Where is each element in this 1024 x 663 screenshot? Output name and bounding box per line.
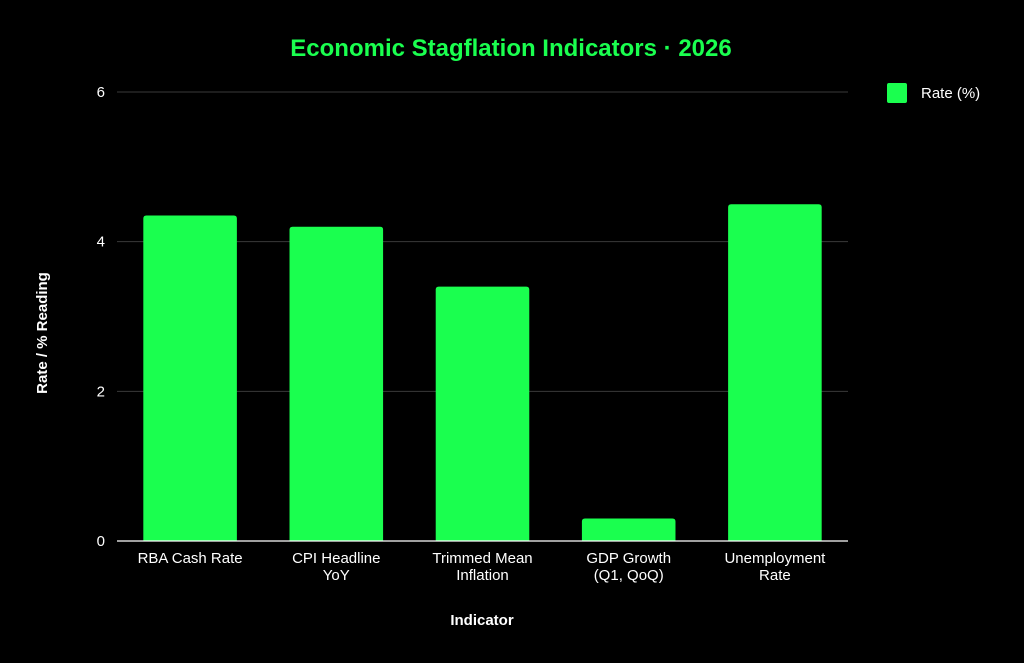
x-axis-title: Indicator (450, 612, 514, 629)
x-tick-label-line: Unemployment (724, 550, 826, 567)
chart-title: Economic Stagflation Indicators · 2026 (290, 35, 731, 62)
x-axis-ticks: RBA Cash Rate CPI Headline YoY Trimmed Mean… (138, 550, 827, 584)
x-tick-label-line: Trimmed Mean (432, 550, 532, 567)
x-tick-label: Trimmed Mean Inflation (432, 550, 532, 584)
legend-label: Rate (%) (921, 85, 980, 102)
bar (581, 518, 676, 541)
legend: Rate (%) (887, 83, 980, 103)
y-tick-label: 0 (97, 533, 105, 550)
y-tick-label: 2 (97, 383, 105, 400)
legend-swatch (887, 83, 907, 103)
x-tick-label: CPI Headline YoY (292, 550, 380, 584)
y-tick-label: 4 (97, 234, 105, 251)
x-tick-label: GDP Growth (Q1, QoQ) (586, 550, 671, 584)
x-tick-label-line: Rate (759, 567, 791, 584)
bar (289, 226, 384, 541)
bars (143, 204, 822, 541)
x-tick-label-line: CPI Headline (292, 550, 380, 567)
x-tick-label-line: GDP Growth (586, 550, 671, 567)
bar (728, 204, 822, 541)
y-axis-ticks: 0 2 4 6 (97, 84, 105, 550)
y-axis-title: Rate / % Reading (34, 272, 51, 394)
bar (435, 286, 530, 541)
x-tick-label: RBA Cash Rate (138, 550, 243, 567)
bar (143, 215, 237, 541)
y-tick-label: 6 (97, 84, 105, 101)
x-tick-label-line: YoY (323, 567, 350, 584)
x-tick-label-line: (Q1, QoQ) (594, 567, 664, 584)
x-tick-label-line: RBA Cash Rate (138, 550, 243, 567)
x-tick-label: Unemployment Rate (724, 550, 826, 584)
x-tick-label-line: Inflation (456, 567, 509, 584)
